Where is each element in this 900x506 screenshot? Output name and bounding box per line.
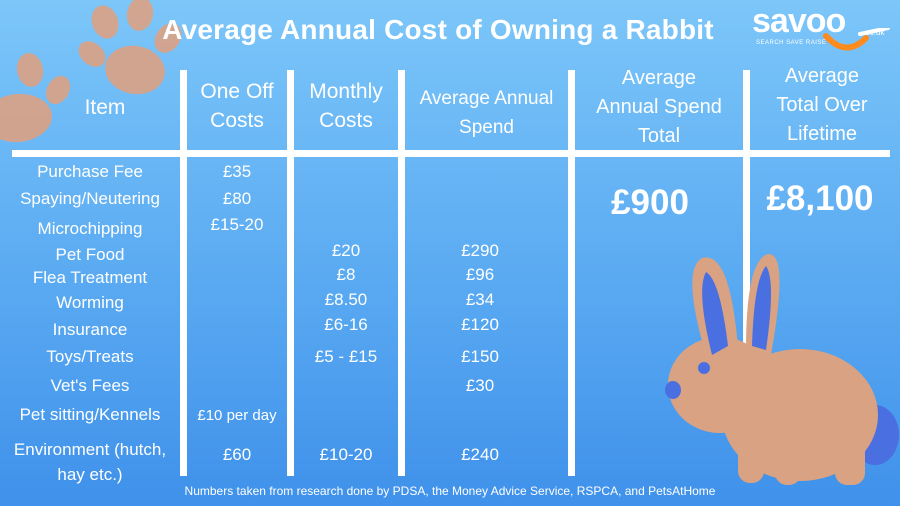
header-divider xyxy=(12,150,890,157)
item-label: Spaying/Neutering xyxy=(20,189,160,208)
header-monthly: Monthly Costs xyxy=(309,80,383,132)
item-label: Environment (hutch, hay etc.) xyxy=(13,440,167,484)
item-label: Worming xyxy=(56,293,124,312)
one-off-cost: £15-20 xyxy=(210,215,264,234)
monthly-cost: £5 - £15 xyxy=(314,347,378,366)
source-note: Numbers taken from research done by PDSA… xyxy=(184,484,716,498)
column-divider xyxy=(568,70,575,476)
lifetime-total: £8,100 xyxy=(766,179,874,218)
one-off-cost: £60 xyxy=(222,445,252,464)
item-label: Vet's Fees xyxy=(50,376,130,395)
monthly-cost: £8 xyxy=(336,265,356,284)
logo-tagline: SEARCH SAVE RAISE xyxy=(756,40,827,46)
header-one-off: One Off Costs xyxy=(200,80,274,132)
item-label: Pet Food xyxy=(55,245,125,264)
monthly-cost: £6-16 xyxy=(324,315,368,334)
monthly-cost: £10-20 xyxy=(319,445,373,464)
annual-spend: £150 xyxy=(461,347,499,366)
header-item: Item xyxy=(84,96,126,119)
annual-spend: £96 xyxy=(465,265,495,284)
savoo-logo: savoo .co.uk SEARCH SAVE RAISE xyxy=(752,2,892,54)
item-label: Pet sitting/Kennels xyxy=(19,405,161,424)
one-off-cost: £80 xyxy=(222,189,252,208)
item-label: Microchipping xyxy=(37,219,143,238)
annual-spend: £30 xyxy=(465,376,495,395)
annual-spend-total: £900 xyxy=(611,183,689,222)
monthly-cost: £20 xyxy=(331,241,361,260)
monthly-cost: £8.50 xyxy=(324,290,368,309)
column-divider xyxy=(398,70,405,476)
page-title: Average Annual Cost of Owning a Rabbit xyxy=(162,14,714,45)
annual-spend: £34 xyxy=(465,290,495,309)
annual-spend: £240 xyxy=(461,445,499,464)
logo-wordmark: savoo xyxy=(752,2,846,40)
item-label: Flea Treatment xyxy=(32,268,148,287)
one-off-cost: £35 xyxy=(222,162,252,181)
column-divider xyxy=(743,70,750,476)
smile-swoosh-icon xyxy=(823,28,890,51)
column-divider xyxy=(287,70,294,476)
item-label: Toys/Treats xyxy=(46,347,134,366)
header-lifetime-total: Average Total Over Lifetime xyxy=(776,65,868,145)
item-label: Purchase Fee xyxy=(37,162,143,181)
header-average-annual: Average Annual Spend xyxy=(419,88,554,138)
one-off-cost: £10 per day xyxy=(197,407,277,424)
header-annual-total: Average Annual Spend Total xyxy=(596,67,722,147)
annual-spend: £120 xyxy=(461,315,499,334)
column-divider xyxy=(180,70,187,476)
item-label: Insurance xyxy=(52,320,128,339)
rabbit-icon xyxy=(665,253,899,485)
paw-prints-icon xyxy=(0,0,182,143)
annual-spend: £290 xyxy=(461,241,499,260)
